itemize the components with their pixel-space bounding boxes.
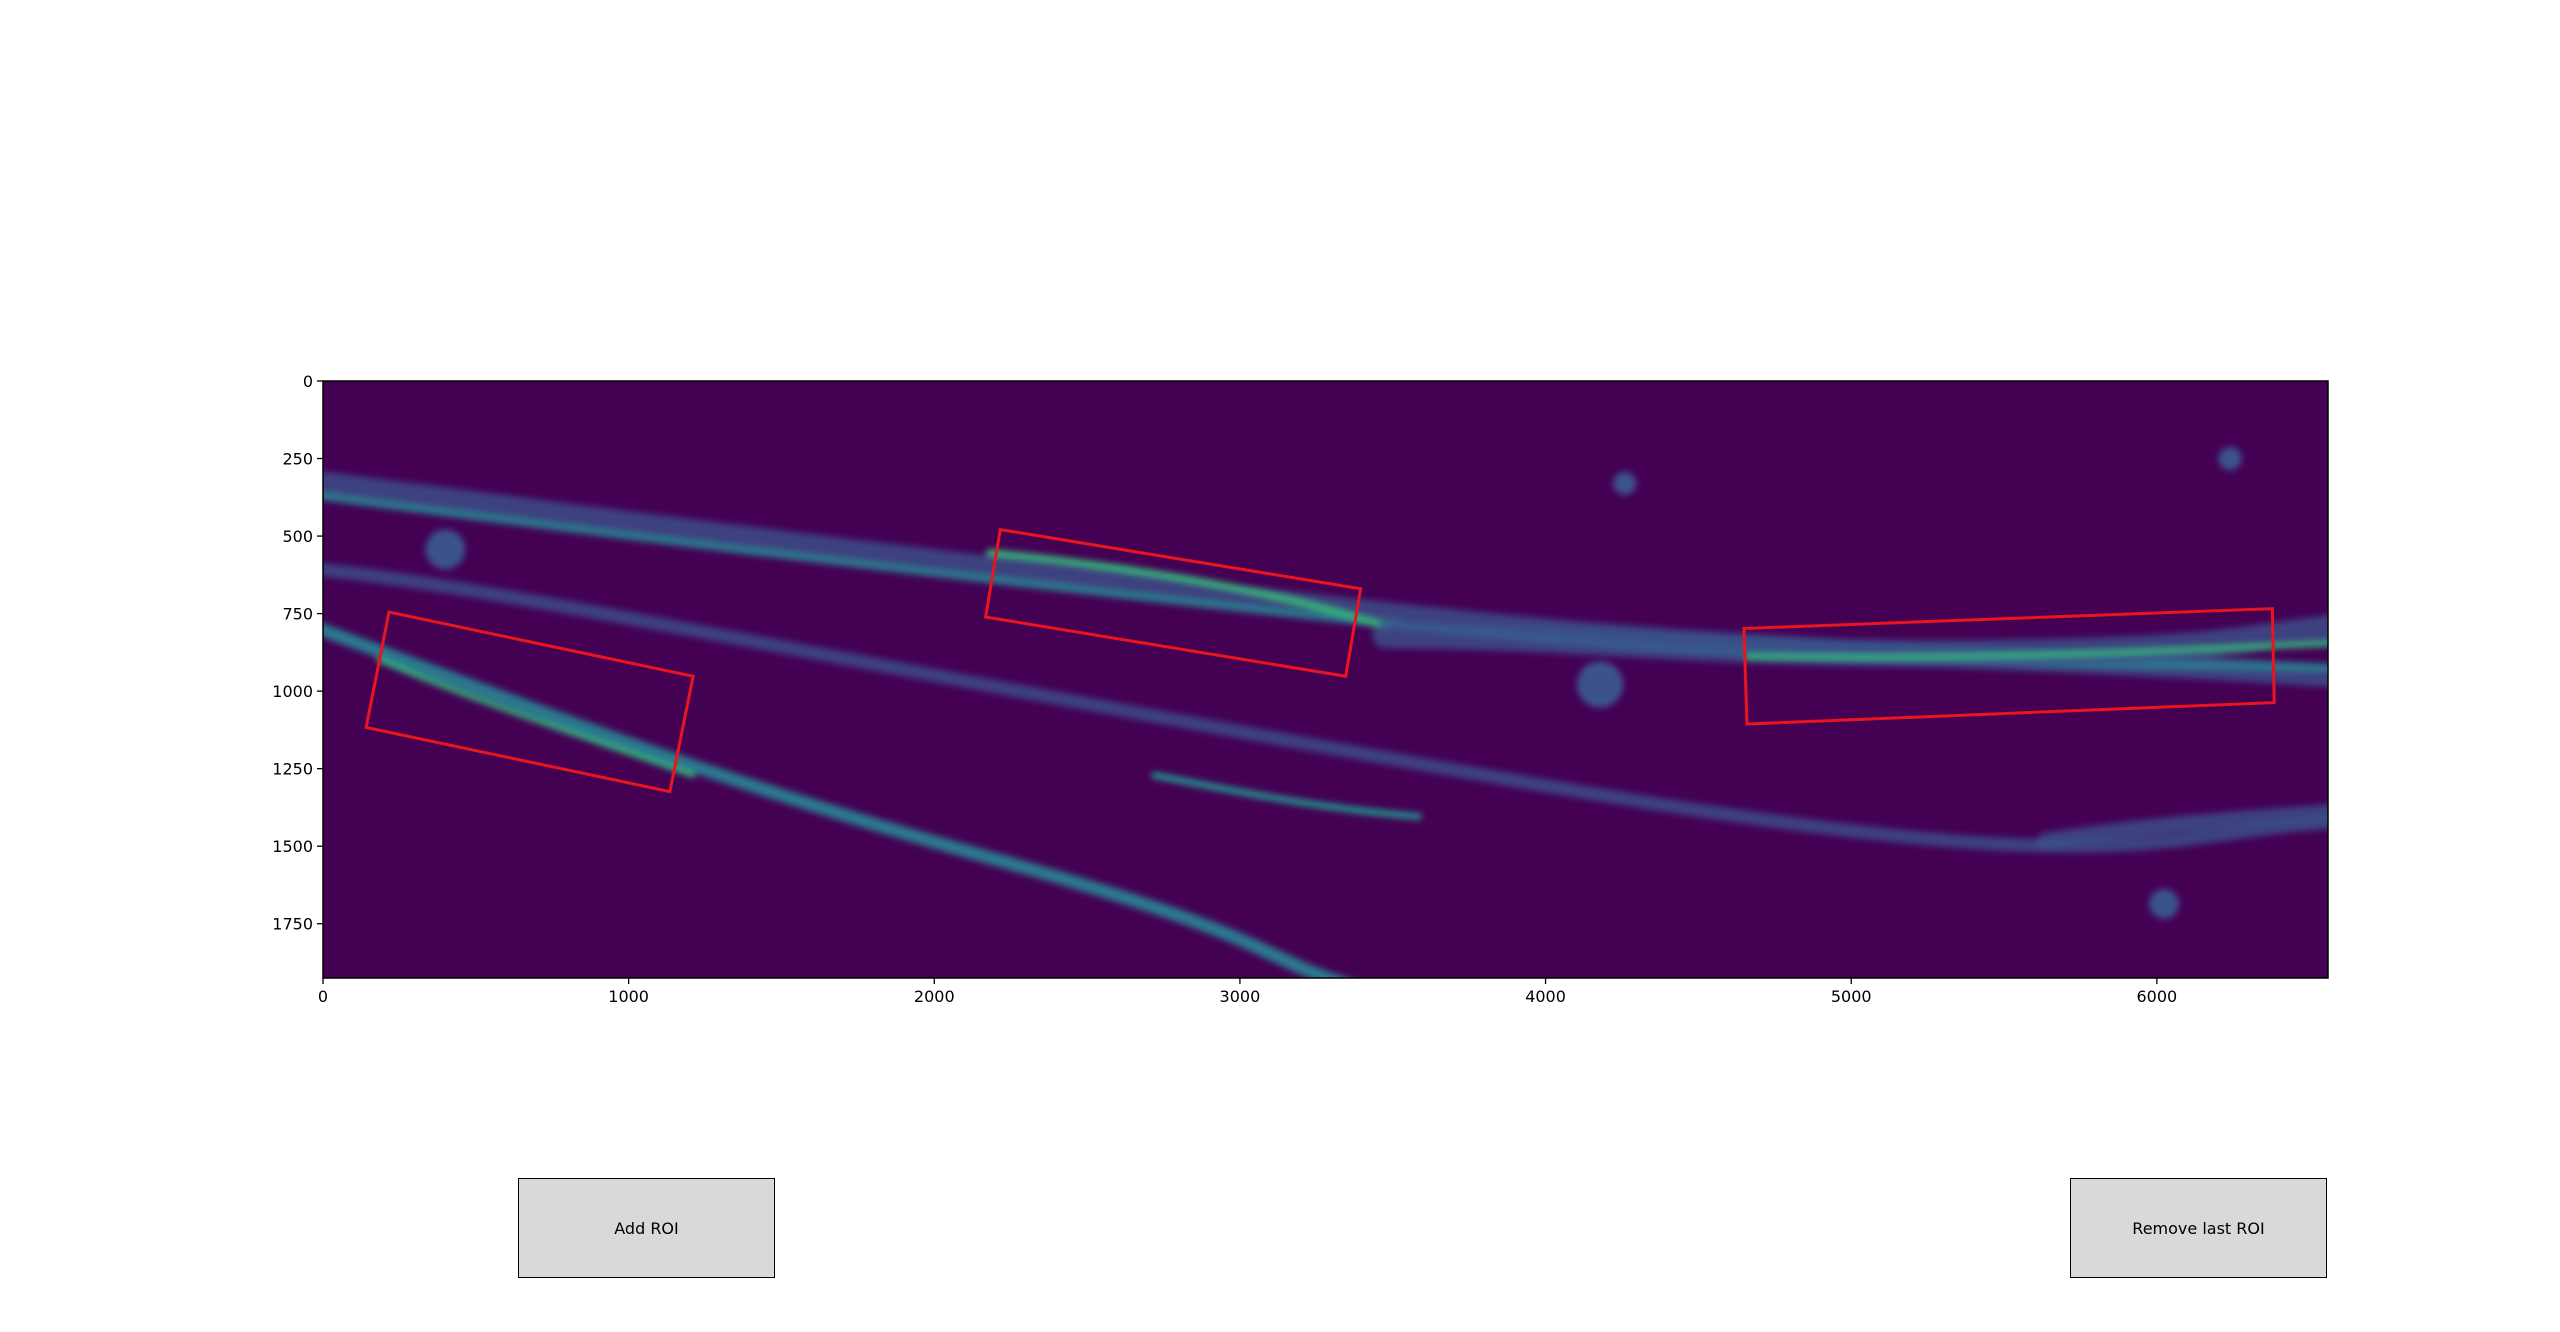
y-tick-label: 750 xyxy=(282,605,313,624)
image-content xyxy=(323,447,2328,978)
y-tick-label: 0 xyxy=(303,372,313,391)
x-tick-label: 0 xyxy=(318,987,328,1006)
x-tick-label: 6000 xyxy=(2136,987,2177,1006)
roi-polygon xyxy=(983,527,1363,678)
roi-polygon xyxy=(364,610,695,794)
x-tick-label: 2000 xyxy=(914,987,955,1006)
y-tick-label: 250 xyxy=(282,450,313,469)
roi-polygon xyxy=(1742,607,2276,726)
y-tick-label: 1750 xyxy=(272,915,313,934)
x-tick-label: 4000 xyxy=(1525,987,1566,1006)
x-tick-label: 5000 xyxy=(1831,987,1872,1006)
y-tick-label: 500 xyxy=(282,527,313,546)
remove-roi-button[interactable]: Remove last ROI xyxy=(2070,1178,2327,1278)
image-background xyxy=(323,381,2328,978)
y-tick-label: 1500 xyxy=(272,837,313,856)
x-tick-label: 3000 xyxy=(1220,987,1261,1006)
x-tick-label: 1000 xyxy=(608,987,649,1006)
axes-frame xyxy=(322,380,2329,979)
y-tick-label: 1250 xyxy=(272,760,313,779)
add-roi-button[interactable]: Add ROI xyxy=(518,1178,775,1278)
y-tick-label: 1000 xyxy=(272,682,313,701)
